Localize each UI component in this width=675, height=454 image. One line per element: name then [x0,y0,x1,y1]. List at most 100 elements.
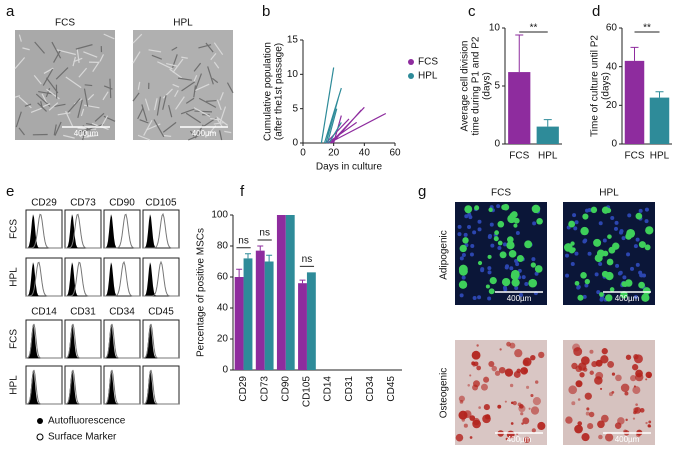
lipid [489,277,497,285]
cell [172,83,180,88]
lipid [599,292,604,297]
error-bar [655,91,664,98]
x-tick-label: HPL [650,151,670,162]
cell [55,67,69,80]
cell [84,104,100,109]
stain [514,349,523,358]
nucleus [514,259,519,264]
stain [595,359,603,367]
legend-marker [408,73,414,79]
cell [87,93,95,101]
lipid [568,247,576,254]
cell [43,67,54,74]
stain [499,348,502,351]
y-tick-label: 100 [211,210,228,221]
nucleus [503,285,508,290]
scale-bar-label: 400µm [507,435,532,444]
lipid [641,293,650,302]
stain [461,418,465,422]
nucleus [598,221,603,226]
nucleus [524,281,529,286]
cell [73,57,83,63]
stain [600,355,609,364]
nucleus [459,256,464,261]
cell [79,130,88,138]
cell [198,97,217,108]
cell [145,123,161,131]
cell [193,62,202,72]
column-label: FCS [491,188,511,199]
nucleus [487,266,492,271]
nucleus [602,238,607,243]
bar [298,283,307,370]
stain [645,371,653,379]
lipid [644,244,651,251]
autofluorescence [143,370,179,404]
error-bar [515,34,524,73]
lipid [642,287,651,295]
cell [42,68,54,86]
stain [611,372,616,376]
y-tick-label: 0 [494,139,500,150]
legend-marker [37,418,43,424]
stain [586,407,590,411]
cell [163,134,172,137]
stain [530,354,536,361]
cell [94,112,105,122]
cell [132,92,140,102]
stain [587,423,594,430]
cell [171,46,178,51]
cell [14,57,26,70]
nucleus [574,220,579,225]
micrograph [133,30,233,140]
nucleus [464,214,469,219]
surface-marker [64,369,101,405]
nucleus [583,238,588,243]
stain [648,420,652,424]
surface-marker [25,261,62,297]
panel-label: b [262,3,270,20]
lipid [635,212,643,220]
nucleus [480,267,485,272]
surface-marker [143,260,179,297]
cell [224,130,232,134]
y-tick-label: 15 [287,35,299,46]
stain [471,350,481,360]
x-tick-label: CD14 [323,376,334,402]
lipid [511,278,520,287]
cell [143,119,153,136]
cell [156,96,162,116]
nucleus [515,230,520,235]
lipid [580,226,589,236]
bar [255,250,265,370]
nucleus [532,221,537,226]
scale-bar-label: 400µm [192,129,217,138]
nucleus [613,226,618,231]
nucleus [615,263,620,268]
stain [579,372,585,378]
lipid [487,254,492,259]
error-bar [630,46,639,61]
lipid [506,241,515,250]
cell [82,131,86,141]
stain [582,367,588,372]
y-tick-label: 80 [217,241,229,252]
nucleus [635,237,640,242]
surface-marker [25,369,62,405]
nucleus [459,293,464,298]
nucleus [618,230,623,235]
x-tick-label: HPL [538,151,558,162]
autofluorescence [65,370,101,404]
cell [213,122,224,125]
stain [467,384,470,387]
autofluorescence [65,214,101,248]
cell [34,41,45,54]
stain [455,433,464,442]
bar [234,277,244,370]
stain [581,433,590,442]
stain [594,376,603,385]
lipid [516,254,524,263]
lipid [510,211,518,218]
stain [513,371,521,378]
stain [520,367,528,375]
